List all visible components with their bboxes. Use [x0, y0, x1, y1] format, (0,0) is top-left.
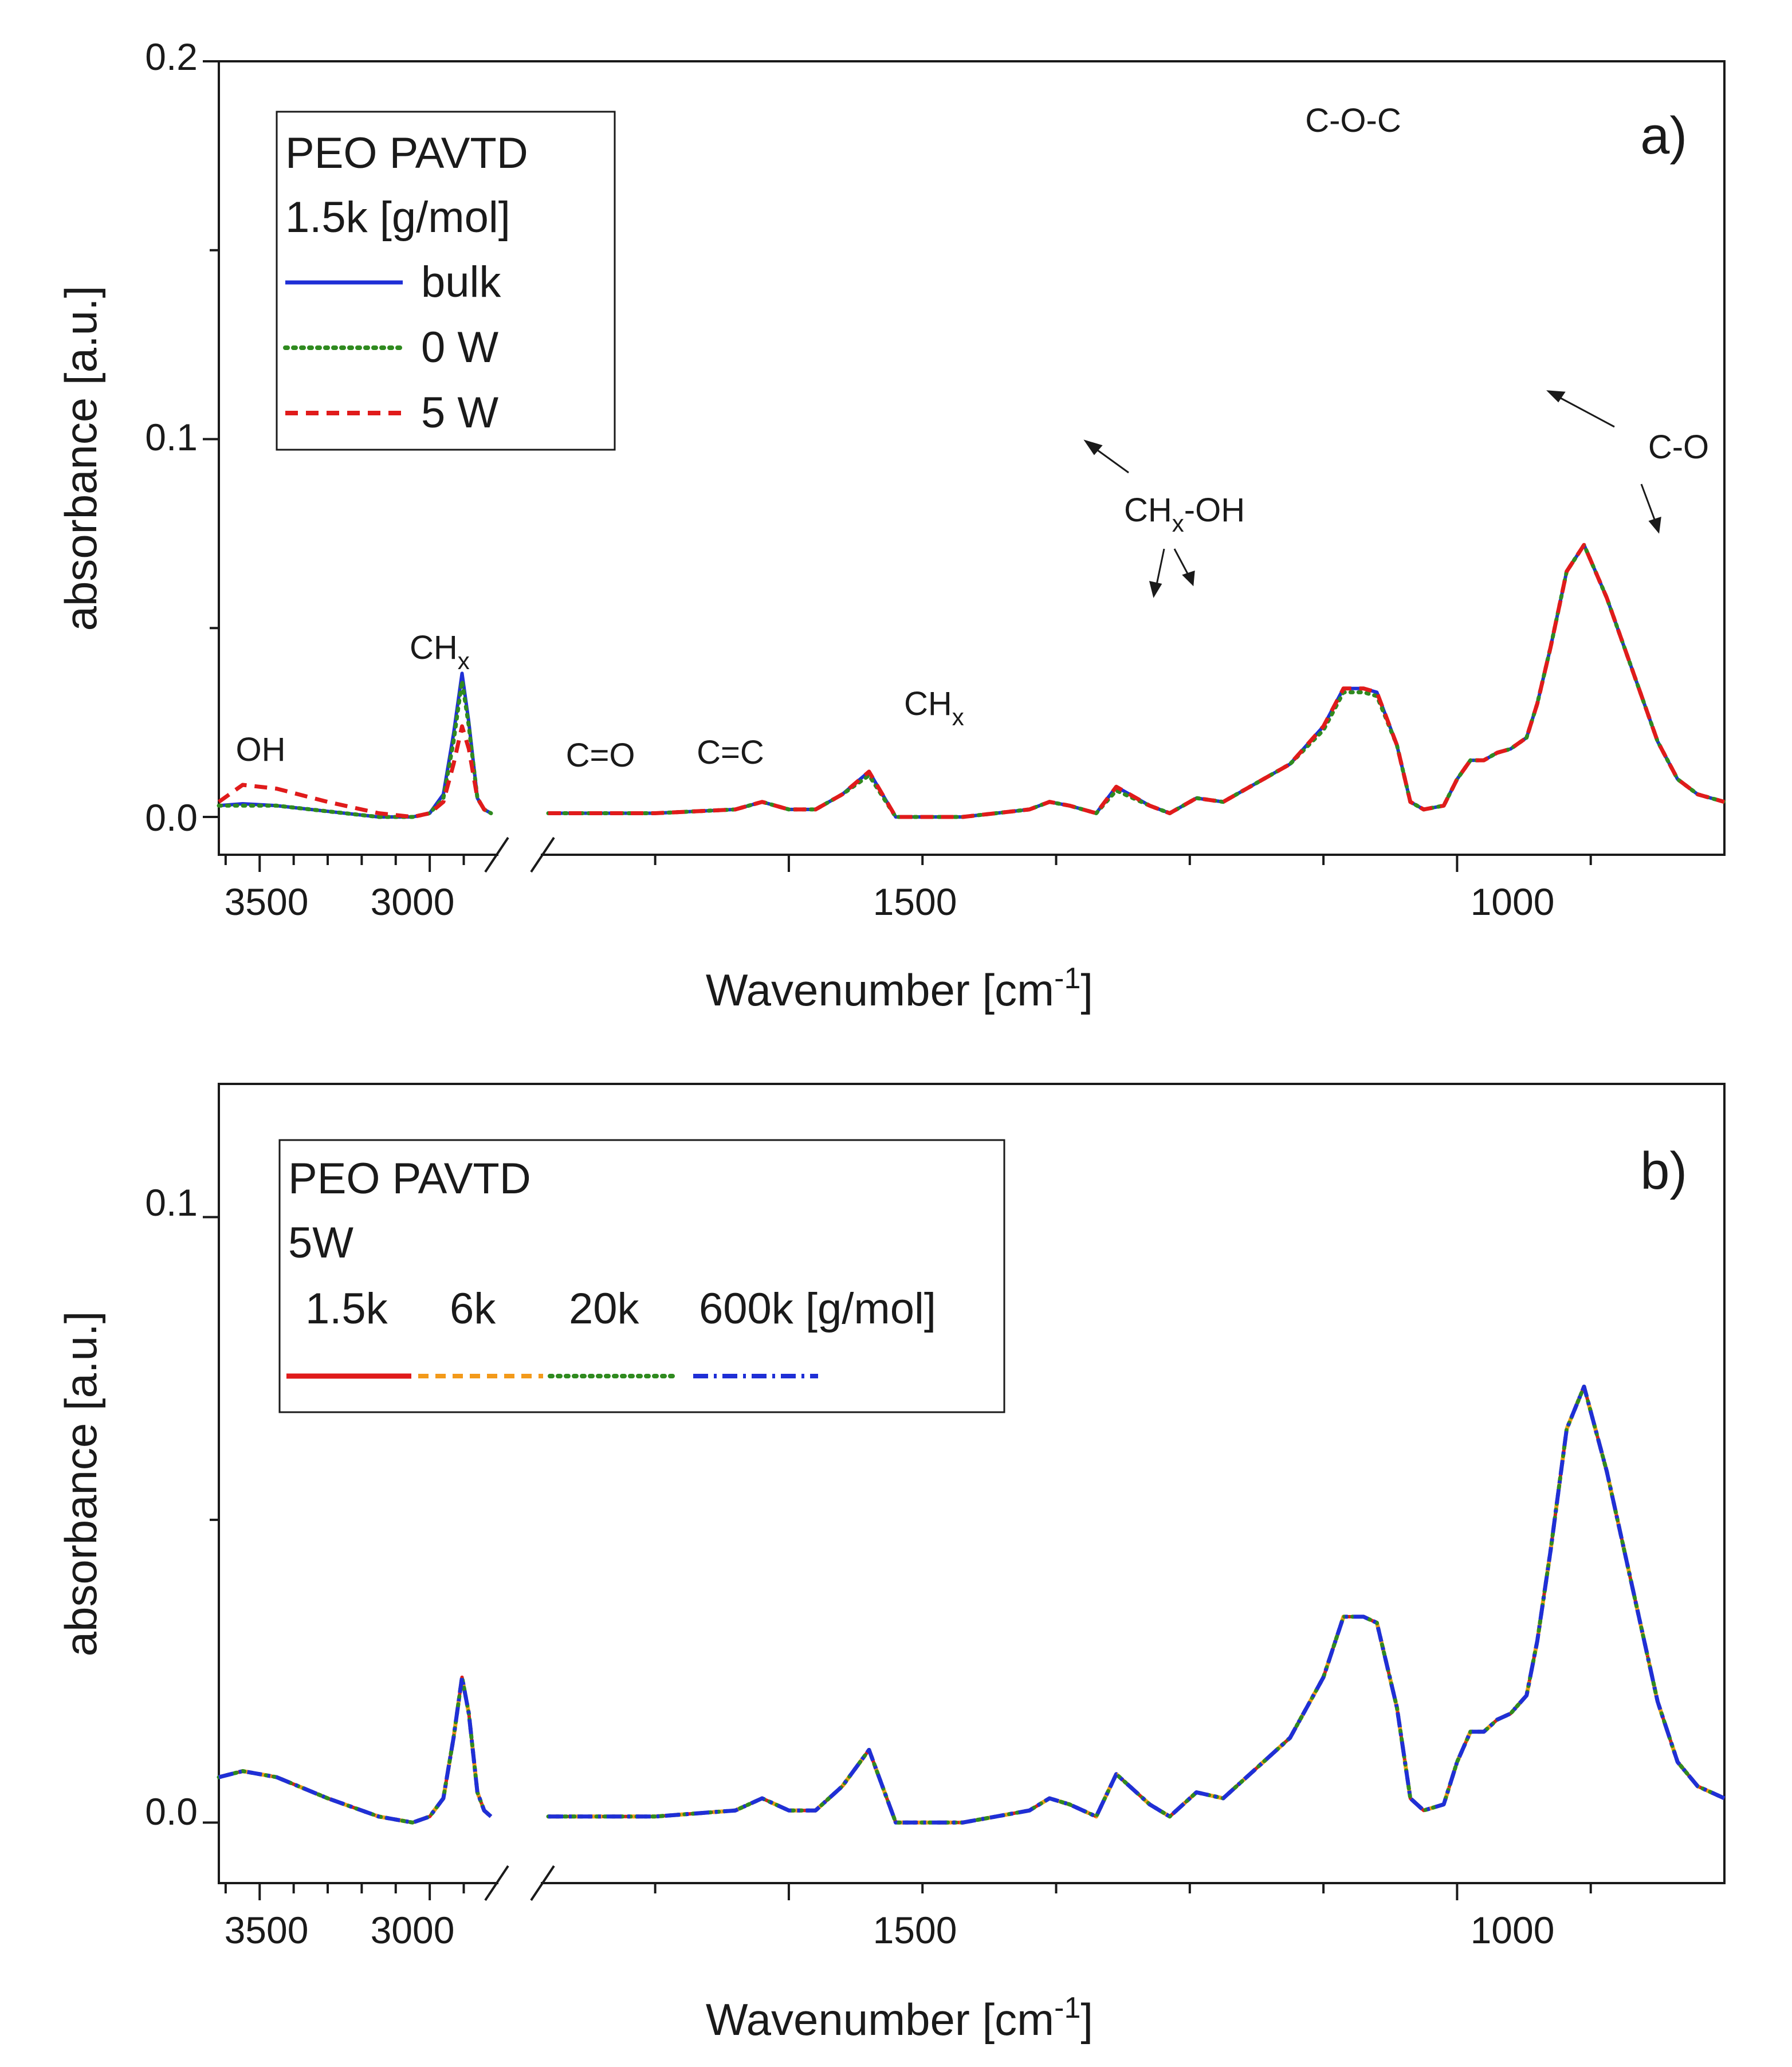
- annotation-co-carbonyl: C=O: [566, 737, 635, 774]
- panel-a-xlabel: Wavenumber [cm-1]: [706, 962, 1093, 1015]
- axis-break-mark: [530, 1865, 555, 1901]
- panel-b-frame: [218, 1083, 1726, 1884]
- panel-a-frame: [218, 60, 1726, 856]
- panel-b-series: [217, 1384, 1727, 1825]
- arrow-head: [1546, 390, 1566, 403]
- panel-b-ylabel: absorbance [a.u.]: [56, 1311, 106, 1657]
- panel-b-xtick-label: 3500: [225, 1909, 309, 1951]
- panel-a-series: [217, 543, 1727, 819]
- legend-entry-6k: 6k: [450, 1284, 496, 1333]
- panel-a-ytick-label: 0.1: [145, 416, 198, 458]
- arrow-co-lower: [1640, 484, 1657, 523]
- series-line-5-w-high: [217, 724, 492, 819]
- panel-a-ytick-label: 0.2: [145, 36, 198, 78]
- legend-title-line: 1.5k [g/mol]: [285, 193, 510, 242]
- arrow-chxoh-down2: [1173, 548, 1190, 576]
- panel-b-xtick-label: 1500: [873, 1909, 957, 1951]
- panel-b-xlabel: Wavenumber [cm-1]: [706, 1991, 1093, 2045]
- arrow-chxoh-down1: [1155, 548, 1165, 588]
- annotation-coc: C-O-C: [1305, 102, 1401, 139]
- legend-entry-5w: 5 W: [421, 388, 498, 437]
- panel-a-legend: PEO PAVTD 1.5k [g/mol] bulk 0 W 5 W: [276, 111, 616, 451]
- legend-title-line: PEO PAVTD: [285, 129, 528, 178]
- panel-b-xtick-label: 3000: [371, 1909, 455, 1951]
- panel-b: 0.0 0.1 3500 3000 1500 1000 Wavenumber […: [56, 1083, 1727, 2045]
- panel-a-ticks: [203, 60, 1592, 872]
- annotation-cc: C=C: [697, 734, 764, 771]
- panel-b-legend-box: [278, 1139, 1005, 1413]
- panel-a-xtick-label: 3000: [371, 881, 455, 923]
- panel-a-ytick-label: 0.0: [145, 796, 198, 839]
- panel-a-label: a): [1640, 107, 1687, 165]
- series-line-5-w-fingerprint: [548, 543, 1725, 819]
- panel-b-axis-break: [484, 1865, 555, 1901]
- axis-break-gap: [498, 850, 541, 859]
- legend-entry-1-5k: 1.5k: [305, 1284, 388, 1333]
- panel-a: 0.0 0.1 0.2 3500 3000 1500 1000 Wavenumb…: [56, 36, 1727, 1015]
- arrow-co-upper: [1555, 394, 1615, 428]
- panel-a-axis-break: [484, 836, 555, 873]
- legend-title-line: PEO PAVTD: [288, 1154, 531, 1203]
- arrow-head: [1648, 516, 1661, 534]
- annotation-arrows: [1083, 390, 1661, 598]
- panel-a-ylabel: absorbance [a.u.]: [56, 286, 106, 631]
- axis-break-mark: [484, 836, 509, 873]
- axis-break-mark: [530, 836, 555, 873]
- panel-a-xtick-label: 1000: [1471, 881, 1555, 923]
- legend-entry-600k: 600k [g/mol]: [699, 1284, 936, 1333]
- arrow-head: [1149, 581, 1162, 598]
- series-line-600k-g-mol--high: [218, 1675, 493, 1825]
- panel-a-xtick-label: 3500: [225, 881, 309, 923]
- panel-b-legend: PEO PAVTD 5W 1.5k 6k 20k 600k [g/mol]: [278, 1139, 1005, 1413]
- legend-entry-0w: 0 W: [421, 323, 498, 372]
- annotation-oh: OH: [236, 731, 286, 768]
- legend-entry-20k: 20k: [569, 1284, 640, 1333]
- annotation-chx-low: CHx: [904, 685, 964, 730]
- axis-break-gap: [498, 1879, 541, 1888]
- panel-b-ytick-label: 0.0: [145, 1790, 198, 1833]
- legend-title-line: 5W: [288, 1219, 353, 1267]
- arrow-head: [1182, 570, 1195, 587]
- panel-b-xtick-label: 1000: [1471, 1909, 1555, 1951]
- annotation-chx-high: CHx: [410, 629, 470, 674]
- series-line-600k-g-mol--fingerprint: [548, 1384, 1726, 1825]
- panel-b-label: b): [1640, 1142, 1687, 1200]
- arrow-head: [1083, 439, 1103, 455]
- panel-a-xtick-label: 1500: [873, 881, 957, 923]
- legend-entry-bulk: bulk: [421, 258, 501, 306]
- panel-b-ytick-label: 0.1: [145, 1181, 198, 1224]
- annotation-chxoh: CHx-OH: [1124, 492, 1245, 537]
- axis-break-mark: [484, 1865, 509, 1901]
- annotation-co: C-O: [1648, 429, 1709, 466]
- panel-b-ticks: [203, 1216, 1592, 1900]
